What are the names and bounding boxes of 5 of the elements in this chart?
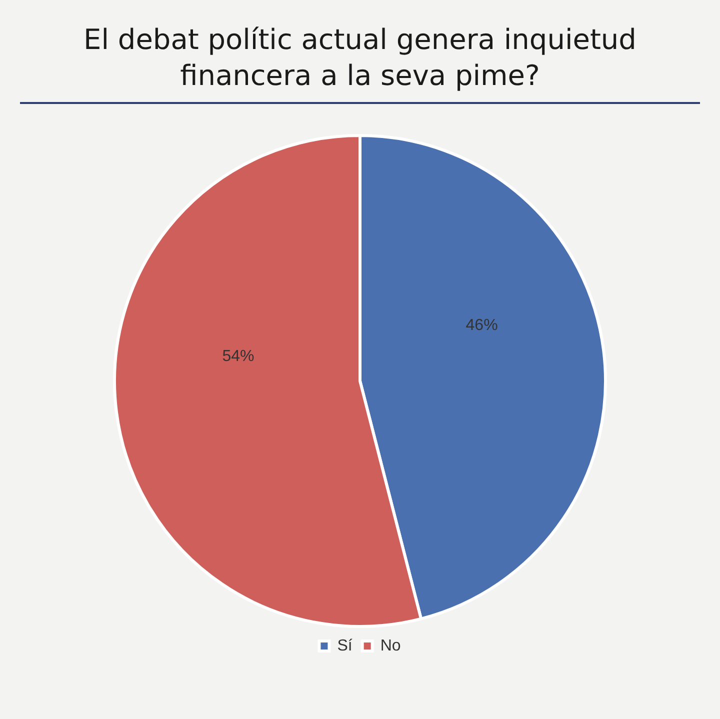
data-label: 46% — [466, 317, 498, 334]
legend-label: Sí — [337, 637, 353, 654]
chart-title: El debat polític actual genera inquietud financera a la seva pime? — [82, 22, 638, 94]
data-label: 54% — [222, 348, 254, 365]
legend-label: No — [380, 637, 401, 654]
